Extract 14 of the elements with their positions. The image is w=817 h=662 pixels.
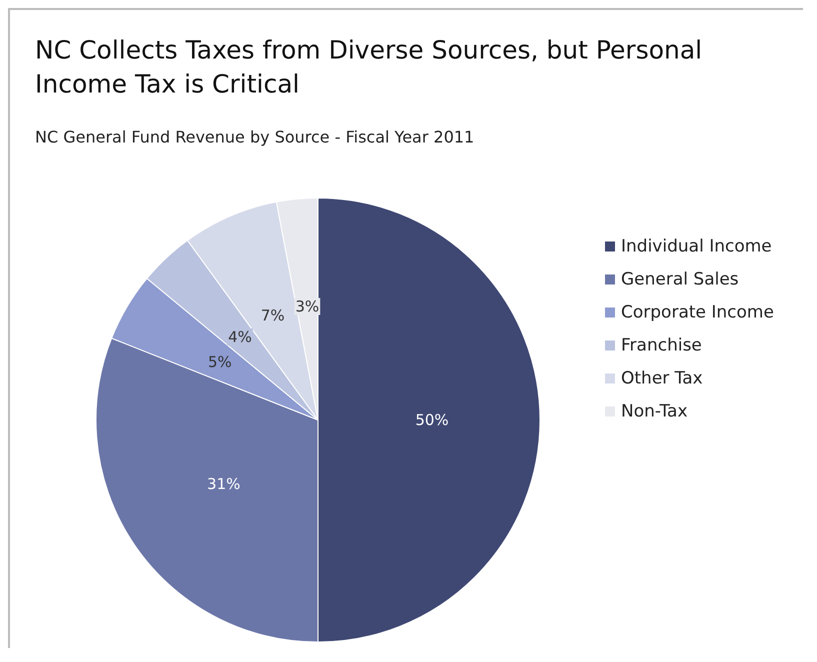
legend-label: Non-Tax	[621, 402, 688, 422]
legend-label: Individual Income	[621, 236, 772, 256]
legend-label: General Sales	[621, 270, 739, 290]
data-label: 4%	[228, 328, 252, 346]
legend-label: Corporate Income	[621, 302, 774, 322]
data-label: 5%	[208, 352, 232, 371]
legend-label: Other Tax	[621, 368, 703, 388]
chart-subtitle: NC General Fund Revenue by Source - Fiscal Year 2011	[35, 128, 474, 146]
legend-label: Franchise	[621, 336, 702, 356]
data-label: 31%	[207, 475, 240, 494]
data-label: 7%	[260, 306, 285, 324]
data-label: 3%	[295, 298, 320, 316]
chart-title: NC Collects Taxes from Diverse Sources, but Personal Income Tax is Critical	[35, 36, 702, 98]
data-label: 50%	[415, 411, 449, 429]
